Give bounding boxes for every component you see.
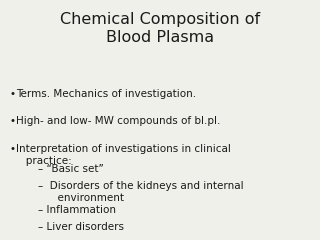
Text: –  Disorders of the kidneys and internal
      environment: – Disorders of the kidneys and internal … <box>38 181 244 203</box>
Text: Chemical Composition of
Blood Plasma: Chemical Composition of Blood Plasma <box>60 12 260 45</box>
Text: High- and low- MW compounds of bl.pl.: High- and low- MW compounds of bl.pl. <box>16 116 220 126</box>
Text: Terms. Mechanics of investigation.: Terms. Mechanics of investigation. <box>16 89 196 99</box>
Text: •: • <box>10 116 16 126</box>
Text: •: • <box>10 144 16 154</box>
Text: •: • <box>10 89 16 99</box>
Text: – Liver disorders: – Liver disorders <box>38 222 124 232</box>
Text: Interpretation of investigations in clinical
   practice:: Interpretation of investigations in clin… <box>16 144 231 166</box>
Text: – Inflammation: – Inflammation <box>38 205 116 215</box>
Text: – “Basic set”: – “Basic set” <box>38 164 104 174</box>
